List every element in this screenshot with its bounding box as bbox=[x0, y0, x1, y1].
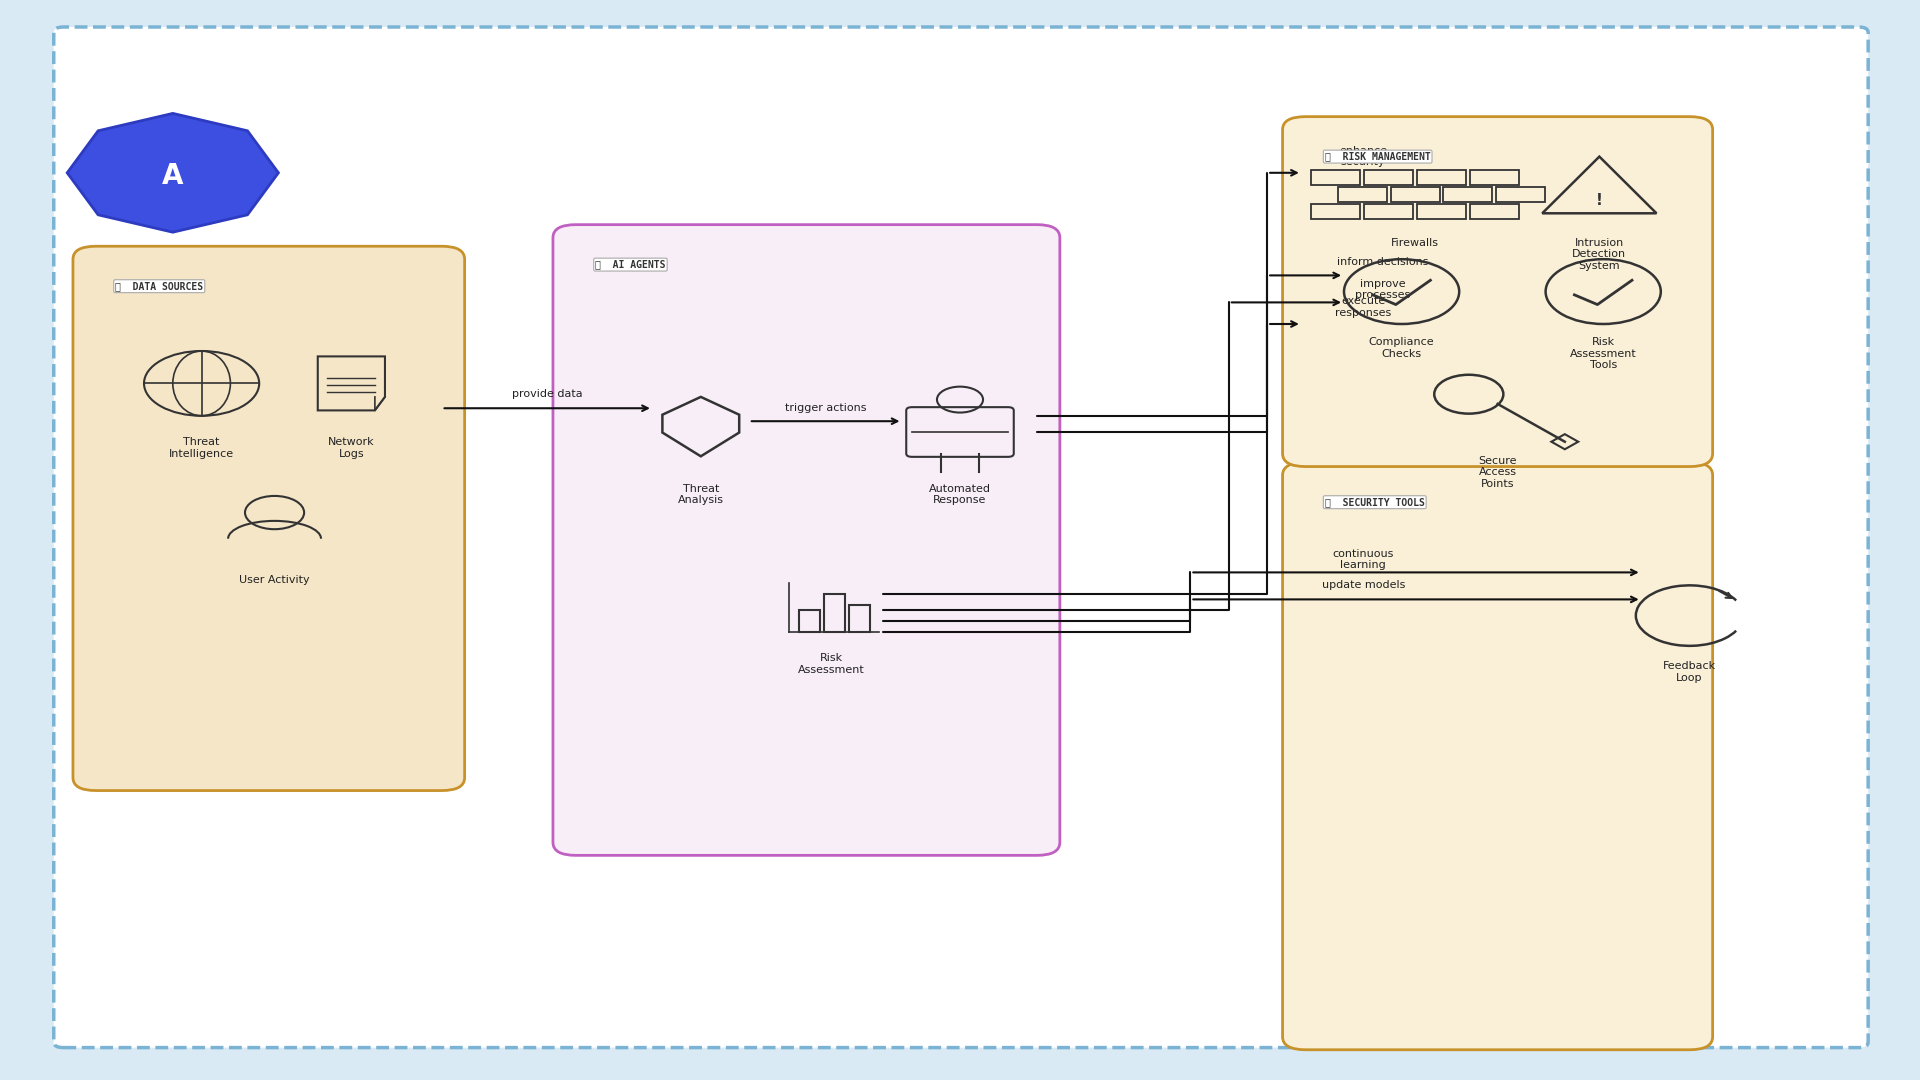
Text: enhance
security: enhance security bbox=[1338, 146, 1388, 167]
Text: continuous
learning: continuous learning bbox=[1332, 549, 1394, 570]
Text: Secure
Access
Points: Secure Access Points bbox=[1478, 456, 1517, 489]
Bar bbox=[849, 605, 870, 632]
FancyBboxPatch shape bbox=[54, 27, 1868, 1048]
Text: inform decisions: inform decisions bbox=[1336, 257, 1428, 268]
Text: Risk
Assessment: Risk Assessment bbox=[799, 653, 864, 675]
Bar bbox=[1417, 204, 1467, 219]
Text: Network
Logs: Network Logs bbox=[328, 437, 374, 459]
Text: 📋  RISK MANAGEMENT: 📋 RISK MANAGEMENT bbox=[1325, 151, 1430, 162]
Text: update models: update models bbox=[1321, 580, 1405, 591]
Text: User Activity: User Activity bbox=[240, 575, 309, 584]
Bar bbox=[1311, 204, 1361, 219]
Text: improve
processes: improve processes bbox=[1356, 279, 1409, 300]
Bar bbox=[1338, 187, 1386, 202]
Text: 🗄  DATA SOURCES: 🗄 DATA SOURCES bbox=[115, 281, 204, 292]
Text: A: A bbox=[161, 162, 184, 190]
Text: 🔒  SECURITY TOOLS: 🔒 SECURITY TOOLS bbox=[1325, 497, 1425, 508]
FancyBboxPatch shape bbox=[1283, 462, 1713, 1050]
Text: Firewalls: Firewalls bbox=[1390, 238, 1440, 247]
Bar bbox=[1390, 187, 1440, 202]
Bar bbox=[1417, 170, 1467, 185]
Text: provide data: provide data bbox=[513, 389, 582, 400]
Polygon shape bbox=[67, 113, 278, 232]
Text: Intrusion
Detection
System: Intrusion Detection System bbox=[1572, 238, 1626, 271]
Bar bbox=[1496, 187, 1546, 202]
Bar bbox=[1363, 170, 1413, 185]
Bar bbox=[1311, 170, 1361, 185]
FancyBboxPatch shape bbox=[553, 225, 1060, 855]
Bar bbox=[1471, 204, 1519, 219]
Bar bbox=[1471, 170, 1519, 185]
Text: ℹ  AI AGENTS: ℹ AI AGENTS bbox=[595, 259, 666, 270]
FancyBboxPatch shape bbox=[73, 246, 465, 791]
Bar bbox=[1363, 204, 1413, 219]
Text: execute
responses: execute responses bbox=[1334, 296, 1392, 318]
Text: Threat
Intelligence: Threat Intelligence bbox=[169, 437, 234, 459]
Text: Threat
Analysis: Threat Analysis bbox=[678, 484, 724, 505]
Text: !: ! bbox=[1596, 192, 1603, 207]
Text: Feedback
Loop: Feedback Loop bbox=[1663, 661, 1716, 683]
Text: Automated
Response: Automated Response bbox=[929, 484, 991, 505]
Bar bbox=[1444, 187, 1492, 202]
FancyBboxPatch shape bbox=[1283, 117, 1713, 467]
Text: trigger actions: trigger actions bbox=[785, 403, 866, 414]
Bar bbox=[799, 610, 820, 632]
Text: Risk
Assessment
Tools: Risk Assessment Tools bbox=[1571, 337, 1636, 370]
Text: Compliance
Checks: Compliance Checks bbox=[1369, 337, 1434, 359]
Bar bbox=[824, 594, 845, 632]
